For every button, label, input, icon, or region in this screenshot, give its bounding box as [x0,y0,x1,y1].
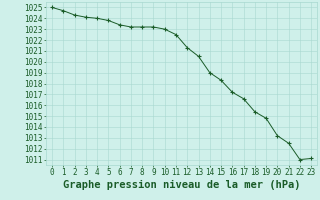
X-axis label: Graphe pression niveau de la mer (hPa): Graphe pression niveau de la mer (hPa) [63,180,300,190]
